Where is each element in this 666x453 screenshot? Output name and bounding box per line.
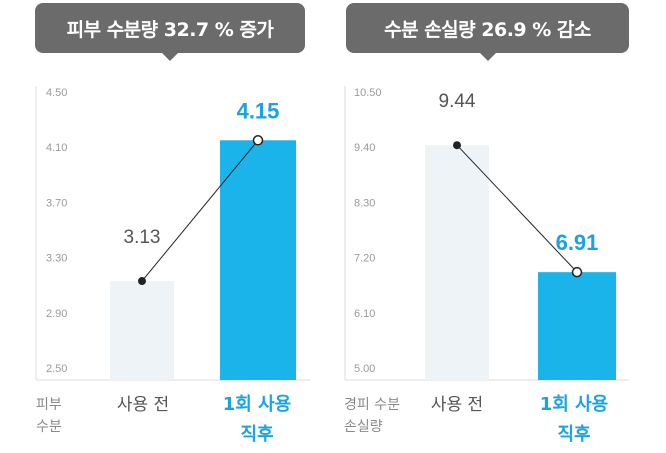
banner-moisture-increase: 피부 수분량 32.7 % 증가 xyxy=(35,3,305,61)
panel-skin-moisture: 피부 수분량 32.7 % 증가 4.50 4.10 3.70 3.30 2.90 2.5… xyxy=(0,0,314,453)
y-tick-label: 2.50 xyxy=(46,363,67,375)
y-axis-label-line-2: 수분 xyxy=(36,419,62,435)
banner-loss-decrease: 수분 손실량 26.9 % 감소 xyxy=(346,3,629,61)
y-tick-label: 7.20 xyxy=(354,253,375,265)
category-before: 사용 전 xyxy=(116,395,170,415)
bar-before xyxy=(110,281,174,380)
marker-after xyxy=(252,135,264,146)
panel-water-loss: 수분 손실량 26.9 % 감소 10.50 9.40 8.30 7.20 6.10 5.… xyxy=(334,0,648,453)
value-label-before: 3.13 xyxy=(124,227,161,248)
y-tick-label: 8.30 xyxy=(354,197,375,209)
marker-before xyxy=(138,277,146,286)
y-tick-label: 2.90 xyxy=(46,308,67,320)
marker-before xyxy=(453,141,461,150)
category-after: 1회 사용 직후 xyxy=(539,394,609,445)
y-tick-label: 4.10 xyxy=(46,142,67,154)
connector-line xyxy=(456,144,578,273)
y-tick-label: 9.40 xyxy=(354,142,375,154)
bar-after xyxy=(220,140,296,380)
y-tick-label: 5.00 xyxy=(354,363,375,375)
chart-water-loss: 10.50 9.40 8.30 7.20 6.10 5.00 9.44 6.91 xyxy=(344,86,629,381)
value-label-after: 4.15 xyxy=(237,98,280,123)
category-before: 사용 전 xyxy=(430,395,484,415)
bar-before xyxy=(425,145,489,380)
chart-skin-moisture: 4.50 4.10 3.70 3.30 2.90 2.50 3.13 4.15 xyxy=(35,86,310,381)
y-axis-label-line-1: 피부 xyxy=(36,397,62,413)
connector-line xyxy=(141,139,259,282)
y-axis-label-line-2: 손실량 xyxy=(344,419,383,435)
y-tick-label: 4.50 xyxy=(46,87,67,99)
y-tick-label: 6.10 xyxy=(354,308,375,320)
y-tick-label: 10.50 xyxy=(354,87,382,99)
marker-after xyxy=(571,266,583,278)
y-axis-label-line-1: 경피 수분 xyxy=(344,397,400,413)
bar-after xyxy=(538,272,616,380)
y-tick-label: 3.30 xyxy=(46,253,67,265)
category-after: 1회 사용 직후 xyxy=(222,394,292,445)
y-axis-label-moisture: 피부 수분 xyxy=(36,394,62,438)
y-axis-label-loss: 경피 수분 손실량 xyxy=(344,394,400,438)
value-label-before: 9.44 xyxy=(439,91,476,112)
value-label-after: 6.91 xyxy=(556,230,599,255)
y-tick-label: 3.70 xyxy=(46,197,67,209)
